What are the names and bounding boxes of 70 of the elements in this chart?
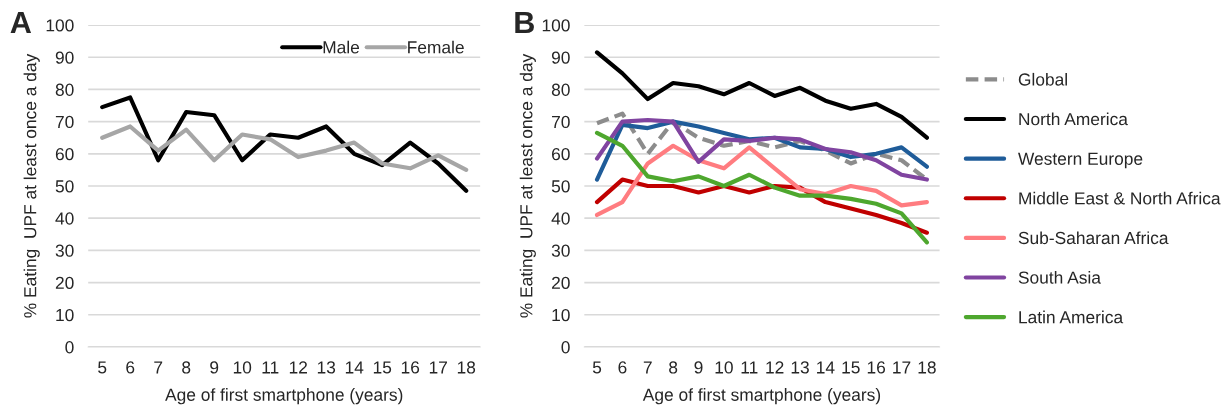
- x-tick-label: 13: [317, 361, 336, 374]
- x-tick-label: 14: [345, 361, 364, 374]
- line-series: [594, 50, 929, 140]
- line-series: [594, 143, 929, 218]
- legend-label: Latin America: [1019, 310, 1124, 324]
- y-tick-label: 100: [542, 19, 570, 32]
- y-tick-label: 0: [561, 341, 570, 354]
- y-tick-label: 90: [551, 51, 570, 64]
- line-series: [100, 124, 469, 173]
- y-tick-label: 50: [551, 180, 570, 193]
- legend-label: Female: [408, 40, 464, 54]
- x-tick-label: 9: [210, 361, 219, 374]
- y-axis-title: % Eating UPF at least once a day: [23, 53, 40, 318]
- x-tick-label: 16: [401, 361, 420, 374]
- chart-title: A: [10, 11, 32, 33]
- y-tick-label: 40: [551, 212, 570, 225]
- legend-label: South Asia: [1018, 271, 1101, 284]
- x-tick-label: 7: [154, 361, 163, 374]
- x-tick-label: 5: [592, 361, 602, 374]
- y-tick-label: 90: [55, 51, 74, 64]
- y-axis-title: % Eating UPF at least once a day: [519, 53, 536, 318]
- y-tick-label: 60: [552, 147, 570, 161]
- y-tick-label: 0: [65, 341, 74, 354]
- x-tick-label: 7: [643, 361, 652, 374]
- y-tick-label: 30: [551, 244, 570, 257]
- x-axis-title: Age of first smartphone (years): [165, 388, 403, 405]
- x-tick-label: 17: [893, 361, 911, 374]
- legend-label: Middle East & North Africa: [1019, 191, 1221, 205]
- y-tick-label: 30: [55, 244, 74, 257]
- x-tick-label: 8: [182, 361, 191, 374]
- x-tick-label: 12: [289, 361, 307, 374]
- y-tick-label: 50: [55, 180, 74, 193]
- legend-label: Male: [323, 40, 360, 54]
- x-tick-label: 11: [262, 361, 279, 374]
- x-tick-label: 10: [715, 361, 733, 374]
- x-tick-label: 17: [429, 361, 447, 374]
- y-tick-label: 10: [552, 308, 570, 322]
- x-tick-label: 18: [457, 361, 476, 374]
- legend-label: Sub-Saharan Africa: [1018, 231, 1169, 245]
- y-tick-label: 60: [55, 147, 74, 161]
- x-tick-label: 12: [766, 361, 784, 374]
- x-tick-label: 8: [669, 361, 678, 374]
- y-tick-label: 10: [56, 308, 74, 322]
- y-tick-label: 70: [55, 115, 74, 129]
- y-tick-label: 20: [552, 276, 570, 290]
- x-tick-label: 10: [233, 361, 252, 374]
- x-tick-label: 6: [618, 361, 627, 374]
- legend-label: Global: [1018, 72, 1067, 86]
- y-tick-label: 70: [552, 115, 570, 129]
- x-tick-label: 14: [817, 361, 835, 374]
- x-axis-title: Age of first smartphone (years): [642, 388, 881, 405]
- x-tick-label: 9: [694, 361, 703, 374]
- y-tick-label: 80: [55, 83, 74, 96]
- y-tick-label: 100: [46, 19, 74, 32]
- legend-label: North America: [1019, 112, 1128, 126]
- x-tick-label: 16: [867, 361, 886, 374]
- y-tick-label: 20: [55, 276, 74, 290]
- chart-title: B: [515, 11, 534, 33]
- x-tick-label: 11: [741, 361, 758, 374]
- x-tick-label: 15: [373, 361, 392, 374]
- y-tick-label: 80: [551, 83, 570, 96]
- line-series: [100, 95, 469, 193]
- x-tick-label: 6: [126, 361, 135, 374]
- x-tick-label: 15: [842, 361, 860, 374]
- legend-label: Western Europe: [1018, 152, 1143, 169]
- x-tick-label: 18: [918, 361, 936, 374]
- line-series: [594, 130, 929, 245]
- x-tick-label: 13: [791, 361, 809, 374]
- y-tick-label: 40: [55, 212, 74, 225]
- x-tick-label: 5: [98, 361, 107, 374]
